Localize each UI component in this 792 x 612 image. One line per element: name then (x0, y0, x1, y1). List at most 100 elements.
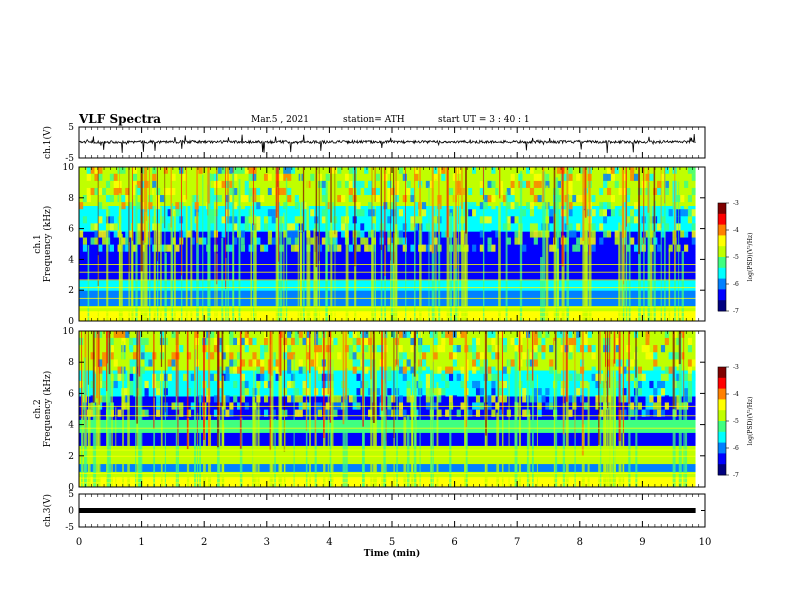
x-tick-label: 3 (264, 537, 270, 548)
sferic-streak (239, 417, 243, 487)
speckle (267, 187, 272, 196)
speckle (583, 380, 589, 389)
speckle (98, 366, 103, 374)
freq-band (79, 432, 696, 436)
speckle (687, 359, 693, 367)
speckle (287, 237, 292, 245)
speckle (256, 359, 261, 367)
speckle (568, 345, 573, 353)
speckle (109, 330, 114, 338)
speckle (348, 173, 353, 181)
speckle (387, 237, 392, 245)
speckle (556, 166, 562, 174)
speckle (325, 345, 330, 353)
speckle (572, 380, 577, 389)
speckle (522, 166, 527, 174)
speckle (637, 373, 642, 381)
speckle (225, 244, 230, 252)
speckle (256, 223, 261, 231)
speckle (391, 409, 396, 417)
speckle (368, 359, 373, 367)
speckle (425, 388, 430, 396)
speckle (79, 380, 84, 389)
speckle (364, 380, 369, 389)
speckle (491, 166, 496, 174)
speckle (90, 395, 95, 403)
speckle (645, 395, 650, 403)
freq-band (79, 279, 696, 283)
speckle (398, 187, 404, 196)
speckle (591, 352, 596, 360)
speckle (402, 345, 407, 353)
speckle (98, 173, 103, 181)
speckle (283, 345, 288, 353)
speckle (406, 395, 411, 403)
speckle (163, 244, 168, 252)
speckle (630, 373, 635, 381)
sferic-streak-hot (484, 331, 486, 390)
colorbar-cell (718, 407, 726, 411)
speckle (549, 244, 554, 252)
speckle (171, 352, 176, 360)
speckle (252, 352, 257, 360)
sferic-streak (531, 349, 534, 487)
speckle (198, 237, 203, 245)
speckle (121, 195, 126, 203)
sferic-streak (610, 338, 613, 487)
sferic-streak (581, 424, 585, 487)
speckle (445, 409, 450, 417)
narrowband-line (79, 264, 696, 266)
speckle (79, 244, 84, 252)
sferic-streak-hot (128, 167, 130, 273)
freq-band (79, 481, 696, 485)
speckle (125, 330, 130, 338)
speckle (626, 195, 631, 203)
sferic-streak (683, 365, 685, 487)
speckle (225, 366, 230, 374)
speckle (79, 202, 84, 210)
sferic-streak-hot (625, 167, 627, 263)
speckle (290, 237, 296, 245)
freq-band (79, 341, 696, 345)
speckle (579, 237, 585, 245)
speckle (256, 202, 261, 210)
speckle (237, 366, 242, 374)
speckle (233, 359, 238, 367)
speckle (487, 180, 492, 188)
waveform-line (78, 133, 696, 154)
speckle (514, 202, 519, 210)
speckle (618, 209, 623, 217)
sferic-streak (175, 365, 178, 487)
speckle (125, 187, 130, 196)
sferic-streak-hot (362, 331, 364, 427)
speckle (606, 209, 612, 217)
speckle (229, 409, 234, 417)
sferic-streak-hot (302, 167, 305, 232)
speckle (352, 352, 357, 360)
sferic-streak-hot (148, 167, 151, 247)
speckle (263, 345, 269, 353)
speckle (448, 330, 454, 338)
speckle (622, 173, 627, 181)
speckle (321, 187, 326, 196)
sferic-streak (582, 210, 586, 321)
speckle (433, 330, 438, 338)
speckle (479, 216, 484, 224)
speckle (186, 223, 192, 231)
speckle (344, 345, 350, 353)
sferic-streak (314, 414, 317, 487)
sferic-streak (345, 195, 349, 321)
sferic-streak (297, 225, 299, 321)
speckle (337, 352, 342, 360)
speckle (360, 223, 365, 231)
y-axis-label: ch.1(V) (42, 126, 53, 159)
sferic-streak (222, 424, 225, 487)
speckle (680, 352, 685, 360)
speckle (448, 388, 454, 396)
speckle (290, 166, 296, 174)
sferic-streak-hot (345, 331, 347, 400)
speckle (576, 337, 581, 346)
sferic-streak (252, 194, 255, 321)
sferic-streak-hot (207, 167, 210, 204)
sferic-streak (207, 172, 211, 321)
